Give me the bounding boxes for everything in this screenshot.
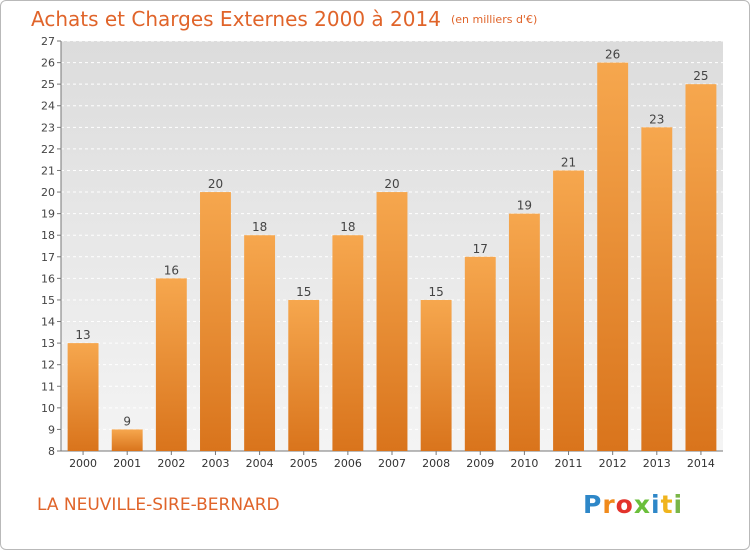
x-tick-label: 2002 [157,457,185,470]
y-tick-label: 27 [41,35,55,48]
bar-2013 [641,127,673,451]
bar-2003 [200,192,231,452]
bar-2011 [553,170,584,451]
y-tick-label: 8 [48,445,55,458]
x-tick-label: 2005 [290,457,318,470]
y-tick-label: 25 [41,78,55,91]
y-tick-label: 23 [41,121,55,134]
data-label: 20 [208,177,223,191]
y-tick-label: 20 [41,186,55,199]
bar-2001 [111,429,143,451]
bar-2014 [685,84,717,451]
data-label: 17 [473,242,488,256]
data-label: 15 [428,285,443,299]
bar-2010 [508,213,540,451]
bar-2002 [155,278,187,451]
x-tick-label: 2013 [643,457,671,470]
data-label: 26 [605,48,620,62]
data-label: 18 [252,220,267,234]
bar-2012 [597,62,629,451]
data-label: 9 [123,414,131,428]
y-tick-label: 10 [41,402,55,415]
chart-title-text: Achats et Charges Externes 2000 à 2014 [31,7,441,31]
data-label: 13 [75,328,90,342]
y-tick-label: 15 [41,294,55,307]
x-tick-label: 2004 [246,457,274,470]
x-tick-label: 2001 [113,457,141,470]
bar-2000 [67,343,99,451]
y-tick-label: 18 [41,229,55,242]
bar-2009 [464,256,496,451]
bar-2005 [288,299,320,451]
y-tick-label: 21 [41,164,55,177]
y-tick-label: 17 [41,251,55,264]
x-tick-label: 2007 [378,457,406,470]
data-label: 25 [693,69,708,83]
data-label: 18 [340,220,355,234]
chart-title: Achats et Charges Externes 2000 à 2014 (e… [31,7,537,31]
y-tick-label: 24 [41,100,55,113]
y-tick-label: 13 [41,337,55,350]
data-label: 16 [164,263,179,277]
commune-name: LA NEUVILLE-SIRE-BERNARD [37,495,280,515]
proxiti-logo: Proxiti [583,490,684,519]
y-tick-label: 26 [41,57,55,70]
bar-2007 [376,192,408,452]
x-tick-label: 2006 [334,457,362,470]
y-tick-label: 22 [41,143,55,156]
data-label: 15 [296,285,311,299]
y-tick-label: 9 [48,423,55,436]
bar-2006 [332,235,364,451]
y-tick-label: 19 [41,208,55,221]
x-tick-label: 2008 [422,457,450,470]
data-label: 19 [517,199,532,213]
x-tick-label: 2011 [555,457,583,470]
y-tick-label: 14 [41,316,55,329]
x-tick-label: 2003 [201,457,229,470]
y-tick-label: 12 [41,359,55,372]
y-tick-label: 11 [41,380,55,393]
x-tick-label: 2014 [687,457,715,470]
data-label: 21 [561,155,576,169]
x-tick-label: 2012 [599,457,627,470]
x-tick-label: 2009 [466,457,494,470]
x-tick-label: 2000 [69,457,97,470]
data-label: 23 [649,112,664,126]
data-label: 20 [384,177,399,191]
bar-2004 [244,235,276,451]
chart-unit: (en milliers d'€) [450,13,538,26]
bar-2008 [420,299,452,451]
y-tick-label: 16 [41,272,55,285]
x-tick-label: 2010 [510,457,538,470]
